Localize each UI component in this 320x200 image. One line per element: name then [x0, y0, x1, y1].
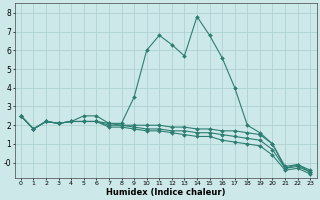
- X-axis label: Humidex (Indice chaleur): Humidex (Indice chaleur): [106, 188, 225, 197]
